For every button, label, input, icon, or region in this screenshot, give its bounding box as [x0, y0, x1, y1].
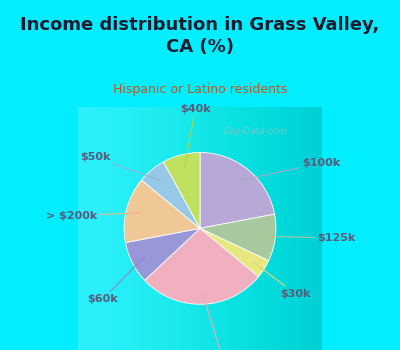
Text: $50k: $50k — [80, 152, 160, 180]
Text: $125k: $125k — [262, 233, 355, 243]
Wedge shape — [145, 229, 258, 304]
Text: $200k: $200k — [202, 290, 243, 350]
Text: Hispanic or Latino residents: Hispanic or Latino residents — [113, 83, 287, 96]
Wedge shape — [200, 229, 269, 277]
Text: Income distribution in Grass Valley,
CA (%): Income distribution in Grass Valley, CA … — [20, 16, 380, 56]
Wedge shape — [142, 162, 200, 229]
Wedge shape — [126, 229, 200, 280]
Text: $40k: $40k — [180, 104, 210, 168]
Text: City-Data.com: City-Data.com — [224, 127, 288, 135]
Wedge shape — [200, 153, 274, 229]
Wedge shape — [200, 214, 276, 261]
Text: $30k: $30k — [252, 262, 310, 299]
Text: $100k: $100k — [240, 158, 341, 180]
Wedge shape — [164, 153, 200, 229]
Text: $60k: $60k — [87, 257, 144, 304]
Text: > $200k: > $200k — [46, 211, 140, 221]
Wedge shape — [124, 180, 200, 243]
